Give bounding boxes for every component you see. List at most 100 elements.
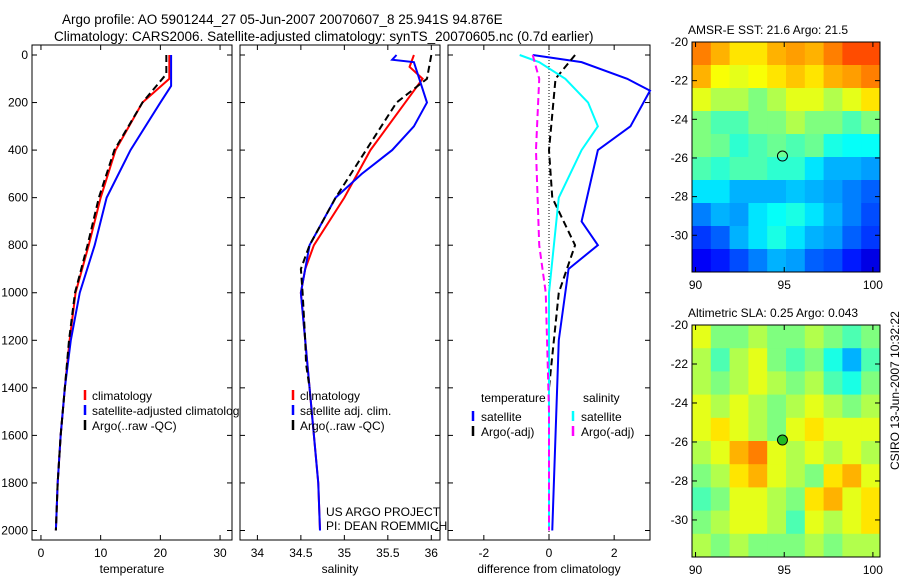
series-line-argo-raw-qc- (299, 54, 433, 388)
heatmap-cell (748, 417, 768, 442)
heatmap-cell (748, 464, 768, 488)
heatmap-cell (729, 157, 749, 181)
x-axis-label: difference from climatology (477, 562, 620, 576)
heatmap-cell (786, 417, 806, 442)
heatmap-cell (786, 157, 806, 181)
heatmap-cell (861, 249, 881, 273)
heatmap-cell (804, 325, 825, 349)
legend-label: Argo(..raw -QC) (300, 419, 385, 433)
argo-location-marker (776, 434, 788, 446)
heatmap-cell (767, 88, 787, 112)
heatmap-cell (823, 394, 843, 419)
x-tick-label: 100 (863, 278, 883, 292)
series-line-temperature-argo-adj- (547, 54, 577, 531)
map-frame (691, 324, 881, 558)
y-tick-label: 2000 (1, 523, 28, 537)
heatmap-cell (710, 111, 731, 135)
heatmap-cell (861, 533, 881, 558)
heatmap-cell (804, 417, 825, 442)
heatmap-cell (823, 348, 843, 372)
heatmap-cell (842, 348, 862, 372)
heatmap-cell (748, 226, 768, 250)
heatmap-cell (692, 348, 712, 372)
heatmap-cell (748, 394, 768, 419)
heatmap-cell (786, 111, 806, 135)
heatmap-cell (842, 325, 862, 349)
heatmap-cell (786, 510, 806, 535)
heatmap-cell (861, 348, 881, 372)
heatmap-cell (861, 371, 881, 396)
legend-label: satellite (581, 410, 622, 424)
legend-header: salinity (583, 391, 620, 405)
x-tick-label: 90 (689, 563, 703, 577)
heatmap-cell (767, 249, 787, 273)
heatmap-cell (767, 203, 787, 227)
heatmap-cell (767, 226, 787, 250)
heatmap-cell (823, 487, 843, 512)
x-tick-label: 34 (251, 546, 265, 560)
map-title: AMSR-E SST: 21.6 Argo: 21.5 (688, 23, 848, 37)
heatmap-cell (729, 510, 749, 535)
x-tick-label: 10 (94, 546, 108, 560)
heatmap-cell (692, 134, 712, 158)
axes-frame (31, 44, 233, 541)
heatmap-cell (861, 325, 881, 349)
heatmap-cell (823, 441, 843, 465)
heatmap-cell (842, 65, 862, 89)
x-tick-label: 34.5 (289, 546, 313, 560)
heatmap-cell (710, 371, 731, 396)
y-tick-label: 1000 (1, 286, 28, 300)
heatmap-cell (823, 134, 843, 158)
heatmap-cell (710, 441, 731, 465)
heatmap-cell (823, 226, 843, 250)
heatmap-cell (767, 371, 787, 396)
legend-label: climatology (92, 389, 152, 403)
heatmap-cell (823, 157, 843, 181)
heatmap-cell (861, 417, 881, 442)
y-tick-label: -30 (671, 228, 689, 242)
heatmap-cell (748, 348, 768, 372)
heatmap-cell (823, 180, 843, 204)
y-tick-label: -24 (671, 396, 689, 410)
heatmap-cell (842, 417, 862, 442)
credit-line1: US ARGO PROJECT (326, 505, 441, 519)
heatmap-cell (710, 417, 731, 442)
heatmap-cell (842, 371, 862, 396)
heatmap-cell (748, 111, 768, 135)
heatmap-cell (767, 441, 787, 465)
heatmap-cell (842, 226, 862, 250)
heatmap-cell (804, 533, 825, 558)
heatmap-cell (710, 134, 731, 158)
heatmap-cell (767, 111, 787, 135)
heatmap-cell (729, 417, 749, 442)
heatmap-cell (804, 88, 825, 112)
y-tick-label: 1400 (1, 381, 28, 395)
heatmap-cell (710, 226, 731, 250)
heatmap-cell (804, 157, 825, 181)
legend-label: satellite adj. clim. (300, 404, 391, 418)
x-axis-label: temperature (100, 562, 165, 576)
heatmap-cell (861, 157, 881, 181)
x-tick-label: 36 (425, 546, 439, 560)
heatmap-cell (804, 510, 825, 535)
heatmap-cell (729, 464, 749, 488)
heatmap-cell (804, 394, 825, 419)
y-tick-label: 800 (8, 238, 28, 252)
series-line-satellite-adj-clim- (299, 54, 429, 531)
heatmap-cell (823, 88, 843, 112)
y-tick-label: -30 (671, 513, 689, 527)
heatmap-cell (861, 42, 881, 66)
heatmap-cell (767, 325, 787, 349)
heatmap-cell (767, 157, 787, 181)
heatmap-cell (767, 134, 787, 158)
heatmap-cell (786, 394, 806, 419)
series-line-argo-raw-qc- (54, 55, 168, 531)
heatmap-cell (710, 203, 731, 227)
y-tick-label: -28 (671, 190, 689, 204)
legend-header: temperature (481, 391, 546, 405)
x-tick-label: 90 (689, 278, 703, 292)
legend-label: Argo(-adj) (581, 425, 634, 439)
heatmap-cell (767, 464, 787, 488)
heatmap-cell (861, 394, 881, 419)
heatmap-cell (748, 441, 768, 465)
